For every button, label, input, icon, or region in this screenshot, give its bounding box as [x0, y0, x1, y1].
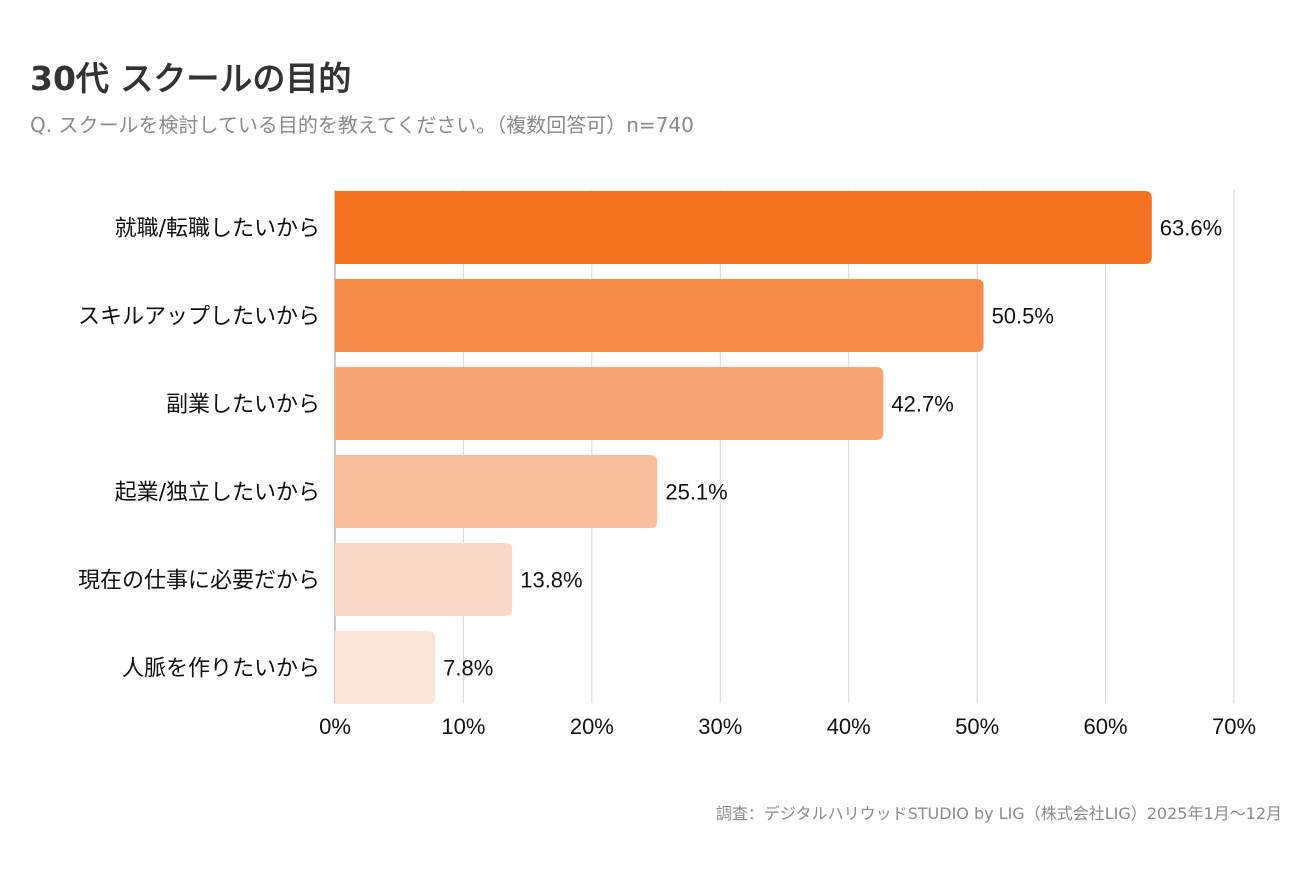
bar [335, 367, 884, 440]
data-label: 7.8% [443, 656, 493, 681]
chart-subtitle: Q. スクールを検討している目的を教えてください。（複数回答可）n=740 [30, 113, 694, 137]
category-label: 現在の仕事に必要だから [78, 569, 320, 594]
bar [335, 279, 984, 352]
chart-title: 30代 スクールの目的 [30, 59, 352, 98]
x-tick-label: 50% [955, 714, 999, 739]
x-tick-label: 0% [319, 714, 351, 739]
x-tick-label: 60% [1084, 714, 1128, 739]
category-label: 就職/転職したいから [115, 217, 320, 242]
x-tick-label: 10% [441, 714, 485, 739]
bar [335, 191, 1152, 264]
data-label: 25.1% [665, 480, 727, 505]
source-note: 調査：デジタルハリウッドSTUDIO by LIG（株式会社LIG）2025年1… [715, 804, 1282, 823]
data-label: 63.6% [1160, 216, 1222, 241]
category-label: 人脈を作りたいから [122, 657, 320, 682]
x-tick-label: 20% [570, 714, 614, 739]
category-label: 起業/独立したいから [115, 481, 320, 506]
grid-lines [334, 190, 1235, 703]
data-label: 50.5% [992, 304, 1054, 329]
labels: 0% 10% 20% 30% 40% 50% 60% 70% 就職/転職したいから 63.6% スキ… [78, 216, 1256, 740]
data-label: 13.8% [520, 568, 582, 593]
x-tick-label: 40% [827, 714, 871, 739]
bar [335, 455, 658, 528]
bar [335, 543, 513, 616]
x-tick-label: 30% [698, 714, 742, 739]
x-tick-label: 70% [1212, 714, 1256, 739]
category-label: スキルアップしたいから [78, 305, 320, 330]
data-label: 42.7% [891, 392, 953, 417]
bars [335, 191, 1152, 704]
category-label: 副業したいから [166, 393, 320, 418]
bar [335, 631, 436, 704]
